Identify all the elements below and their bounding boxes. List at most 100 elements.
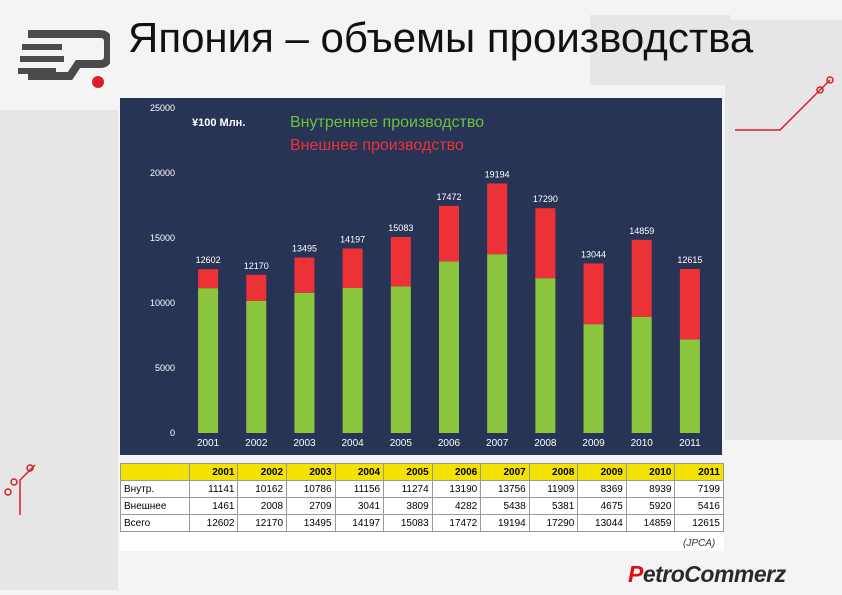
y-tick-label: 5000 (155, 363, 175, 373)
x-tick-label: 2002 (245, 438, 268, 449)
bar-domestic (342, 287, 363, 433)
table-corner (120, 463, 190, 481)
bar-domestic (246, 300, 267, 433)
year-header: 2001 (188, 463, 239, 481)
y-tick-label: 25000 (150, 103, 175, 113)
row-label: Всего (120, 514, 190, 532)
bar-domestic (390, 286, 411, 433)
table-cell: 10786 (286, 480, 336, 498)
x-tick-label: 2001 (197, 438, 220, 449)
chart-panel: ¥100 Млн. Внутреннее производство Внешне… (120, 98, 722, 455)
table-cell: 11141 (188, 480, 239, 498)
total-data-label: 17290 (533, 194, 558, 204)
year-header: 2003 (286, 463, 336, 481)
table-cell: 11156 (334, 480, 385, 498)
table-cell: 13756 (480, 480, 530, 498)
x-tick-label: 2007 (486, 438, 509, 449)
year-header: 2004 (334, 463, 385, 481)
brand-initial: P (628, 561, 643, 587)
bar-overseas (679, 269, 700, 340)
x-tick-label: 2003 (293, 438, 316, 449)
table-cell: 19194 (480, 514, 530, 532)
slide-title: Япония – объемы производства (128, 14, 754, 61)
brand-name: etroCommerz (642, 561, 786, 587)
y-tick-label: 20000 (150, 168, 175, 178)
table-cell: 12170 (237, 514, 288, 532)
year-header: 2006 (431, 463, 482, 481)
table-cell: 14197 (334, 514, 385, 532)
table-cell: 7199 (674, 480, 724, 498)
total-data-label: 12170 (244, 261, 269, 271)
legend-domestic: Внутреннее производство (290, 114, 484, 131)
x-tick-label: 2005 (390, 438, 413, 449)
total-data-label: 15083 (388, 223, 413, 233)
bar-overseas (535, 208, 556, 279)
table-cell: 5381 (528, 497, 579, 515)
year-header: 2008 (528, 463, 579, 481)
total-data-label: 17472 (436, 192, 461, 202)
production-chart: ¥100 Млн. Внутреннее производство Внешне… (150, 103, 702, 449)
table-cell: 3041 (334, 497, 385, 515)
bar-overseas (631, 239, 652, 317)
table-cell: 12602 (188, 514, 239, 532)
x-tick-label: 2010 (631, 438, 654, 449)
bar-domestic (535, 278, 556, 433)
year-header: 2007 (480, 463, 530, 481)
total-data-label: 12615 (677, 255, 702, 265)
bar-domestic (487, 254, 508, 433)
y-tick-label: 0 (170, 428, 175, 438)
x-tick-label: 2011 (679, 438, 701, 449)
table-cell: 5920 (625, 497, 676, 515)
total-data-label: 12602 (196, 255, 221, 265)
bar-domestic (294, 292, 315, 433)
table-cell: 13190 (431, 480, 482, 498)
year-header: 2011 (674, 463, 724, 481)
table-cell: 2709 (286, 497, 336, 515)
table-cell: 17290 (528, 514, 579, 532)
table-cell: 11274 (383, 480, 433, 498)
circuit-decoration (4, 464, 36, 515)
table-cell: 1461 (188, 497, 239, 515)
table-cell: 3809 (383, 497, 433, 515)
bar-overseas (342, 248, 363, 288)
year-header: 2010 (625, 463, 676, 481)
table-cell: 8369 (577, 480, 627, 498)
table-cell: 5416 (674, 497, 724, 515)
total-data-label: 19194 (485, 169, 510, 179)
bar-domestic (583, 324, 604, 433)
table-cell: 14859 (625, 514, 676, 532)
bar-domestic (631, 316, 652, 433)
table-header-row: 2001 2002 2003 2004 2005 2006 2007 2008 … (120, 463, 724, 481)
source-note: (JPCA) (683, 538, 716, 549)
bar-overseas (487, 183, 508, 255)
table-cell: 4675 (577, 497, 627, 515)
table-row: Всего 12602 12170 13495 14197 15083 1747… (120, 514, 724, 532)
table-cell: 5438 (480, 497, 530, 515)
total-data-label: 14859 (629, 226, 654, 236)
row-label: Внутр. (120, 480, 190, 498)
bar-domestic (198, 288, 219, 433)
table-cell: 8939 (625, 480, 676, 498)
bar-overseas (439, 205, 459, 262)
brand-logo: PetroCommerz (628, 561, 786, 588)
bar-overseas (294, 257, 315, 293)
x-tick-label: 2009 (582, 438, 605, 449)
table-cell: 11909 (528, 480, 579, 498)
y-tick-label: 10000 (150, 298, 175, 308)
year-header: 2009 (577, 463, 627, 481)
company-logo (18, 30, 110, 88)
table-cell: 13495 (286, 514, 336, 532)
x-tick-label: 2008 (534, 438, 557, 449)
year-header: 2002 (237, 463, 288, 481)
row-label: Внешнее (120, 497, 190, 515)
table-cell: 17472 (431, 514, 482, 532)
bar-domestic (679, 339, 700, 433)
table-cell: 2008 (237, 497, 288, 515)
table-cell: 4282 (431, 497, 482, 515)
table-cell: 13044 (577, 514, 627, 532)
table-row: Внешнее 1461 2008 2709 3041 3809 4282 54… (120, 497, 724, 515)
bar-overseas (246, 274, 267, 301)
total-data-label: 13495 (292, 244, 317, 254)
bar-domestic (439, 261, 459, 433)
y-tick-label: 15000 (150, 233, 175, 243)
